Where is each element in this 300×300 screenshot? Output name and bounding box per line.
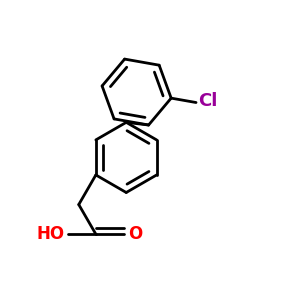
Text: O: O [128,225,142,243]
Text: Cl: Cl [198,92,218,110]
Text: HO: HO [37,225,64,243]
